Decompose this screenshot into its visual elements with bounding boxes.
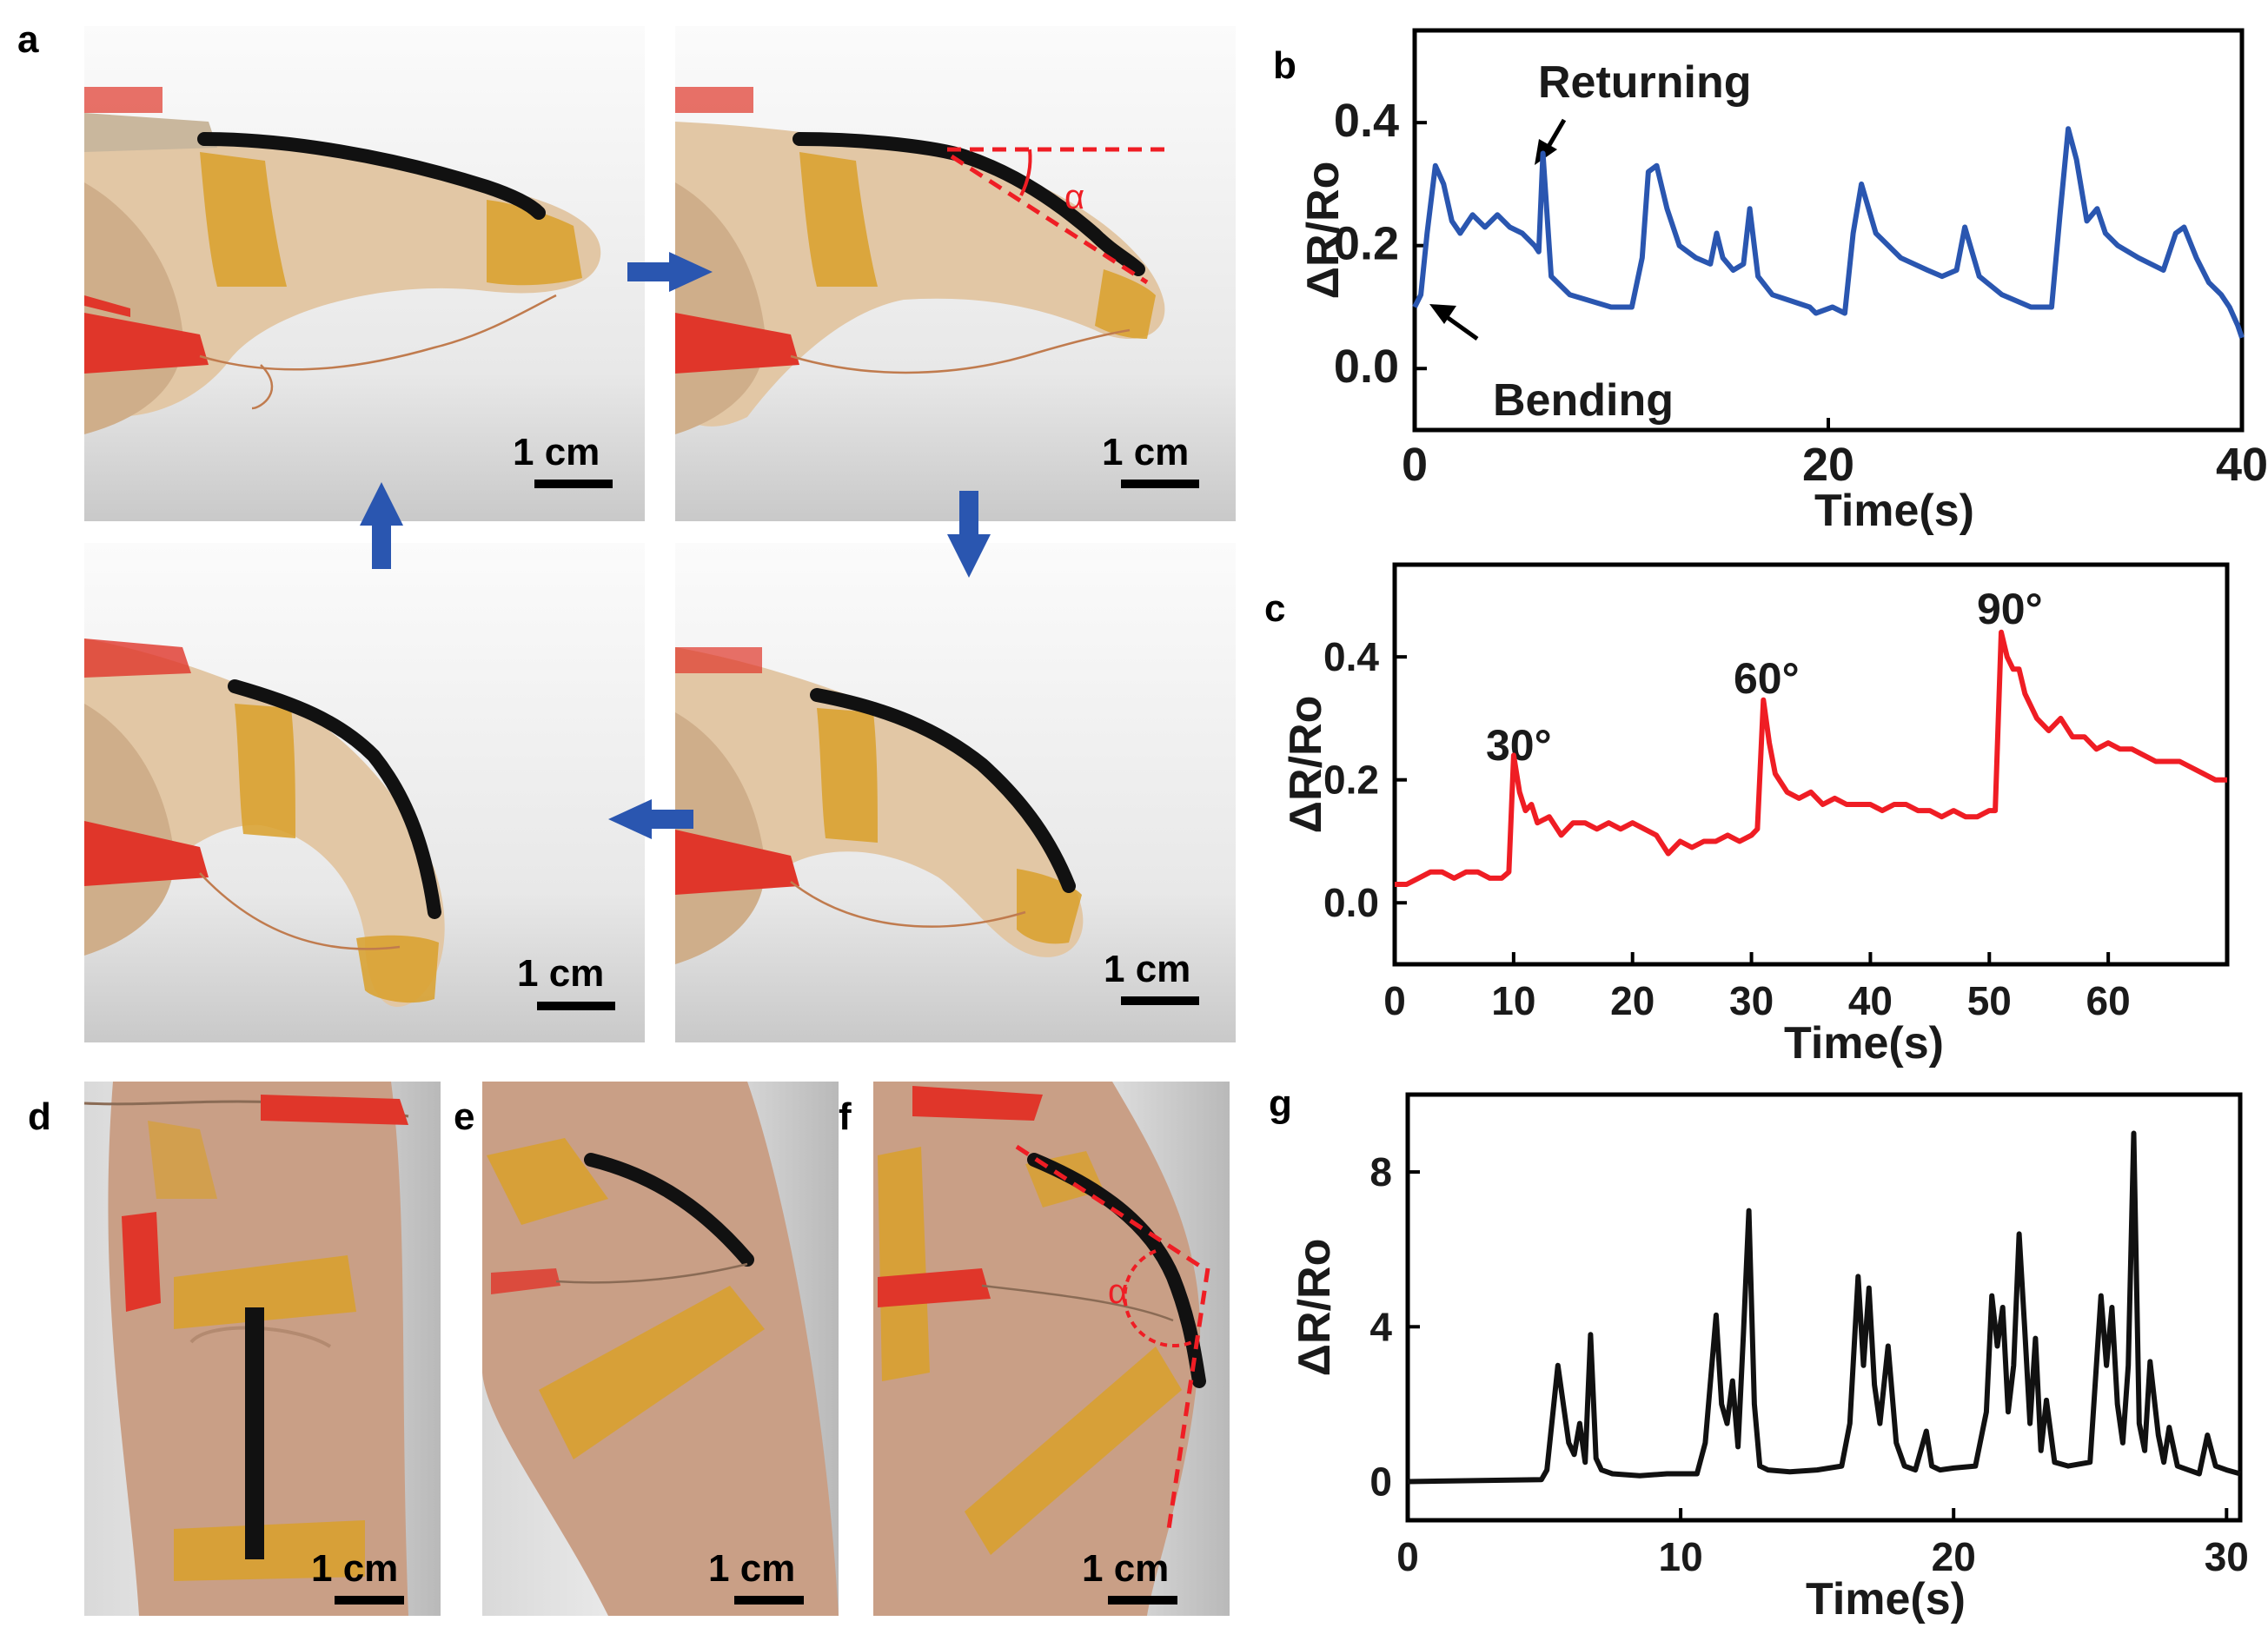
- panel-letter-c: c: [1264, 587, 1285, 630]
- scale-bar-a3: 1 cm: [517, 952, 615, 1010]
- chart-b-ytick-label: 0.2: [1334, 218, 1399, 270]
- chart-b-annotation-returning: Returning: [1538, 57, 1752, 108]
- chart-c-ytick-label: 0.2: [1323, 758, 1379, 803]
- panel-letter-g: g: [1269, 1082, 1292, 1125]
- chart-c-ytick-label: 0.4: [1323, 634, 1379, 679]
- chart-c-xtick-label: 60: [2086, 978, 2131, 1023]
- chart-b-xtick-label: 0: [1402, 439, 1428, 491]
- chart-g-ytick-label: 0: [1369, 1459, 1392, 1504]
- chart-c-series-line: [1395, 629, 2227, 887]
- scale-bar-f: 1 cm: [1082, 1547, 1177, 1605]
- chart-c-xtick-label: 40: [1848, 978, 1893, 1023]
- photo-a-bent-small: α: [675, 26, 1236, 521]
- svg-text:1 cm: 1 cm: [1102, 431, 1189, 473]
- chart-c-xtick-label: 20: [1610, 978, 1655, 1023]
- chart-c-xtick-label: 10: [1491, 978, 1535, 1023]
- chart-g-xtick-label: 10: [1659, 1534, 1703, 1579]
- chart-b-annotation-bending: Bending: [1493, 375, 1674, 426]
- chart-c-xtick-label: 0: [1383, 978, 1406, 1023]
- panel-letter-d: d: [28, 1095, 51, 1138]
- chart-c-xlabel: Time(s): [1784, 1018, 1944, 1069]
- chart-b-xtick-label: 20: [1802, 439, 1854, 491]
- chart-c-annotation-60: 60°: [1734, 654, 1800, 703]
- chart-g-xlabel: Time(s): [1806, 1574, 1966, 1624]
- scale-bar-a2: 1 cm: [1102, 431, 1199, 488]
- panel-letter-e: e: [454, 1095, 474, 1138]
- svg-text:1 cm: 1 cm: [517, 952, 604, 995]
- photo-f: α: [873, 1082, 1230, 1616]
- arrow-right-icon: [627, 252, 713, 292]
- chart-c-ylabel: ΔR/Ro: [1281, 696, 1331, 834]
- chart-c: c 30° 60° 90° 0 10 20 30 40 50 60 0.0 0.2 0.4 Time…: [1264, 562, 2230, 1069]
- chart-c-annotation-30: 30°: [1486, 721, 1552, 770]
- annotation-arrow-returning: [1535, 118, 1567, 165]
- chart-c-xtick-label: 50: [1967, 978, 2012, 1023]
- photo-e: [482, 1082, 839, 1616]
- chart-c-ytick-label: 0.0: [1323, 880, 1379, 925]
- chart-b-ylabel: ΔR/Ro: [1298, 162, 1349, 300]
- svg-text:1 cm: 1 cm: [708, 1547, 795, 1590]
- scale-bar-e: 1 cm: [708, 1547, 804, 1605]
- chart-g: g 0 10 20 30 0 4 8 Time(s) ΔR/Ro: [1269, 1082, 2249, 1624]
- chart-c-xtick-label: 30: [1729, 978, 1774, 1023]
- arrow-down-icon: [947, 491, 991, 578]
- arrow-left-icon: [608, 799, 693, 839]
- chart-g-ytick-label: 8: [1369, 1149, 1392, 1194]
- photo-a-bent-medium: [675, 543, 1236, 1042]
- scale-bar-d: 1 cm: [311, 1547, 404, 1605]
- chart-b-xtick-label: 40: [2216, 439, 2268, 491]
- chart-b-xlabel: Time(s): [1814, 486, 1974, 536]
- scale-bar-a1: 1 cm: [513, 431, 613, 488]
- photo-a-angle-label: α: [1064, 178, 1084, 216]
- photo-d: [83, 1082, 441, 1616]
- annotation-arrow-bending: [1429, 304, 1479, 341]
- chart-g-frame: [1405, 1092, 2243, 1523]
- chart-g-ylabel: ΔR/Ro: [1290, 1239, 1340, 1377]
- chart-b: b Returning Bending 0 20 40 0.0 0.2 0.4 Time(s…: [1273, 28, 2268, 536]
- svg-text:1 cm: 1 cm: [311, 1547, 398, 1590]
- chart-b-ytick-label: 0.0: [1334, 341, 1399, 393]
- chart-g-ytick-label: 4: [1369, 1304, 1392, 1349]
- panel-letter-f: f: [839, 1095, 852, 1138]
- arrow-up-icon: [360, 482, 403, 569]
- chart-g-xtick-label: 0: [1396, 1534, 1419, 1579]
- panel-letter-a: a: [17, 18, 39, 61]
- panel-letter-b: b: [1273, 44, 1296, 87]
- chart-b-ytick-label: 0.4: [1334, 95, 1399, 147]
- svg-text:1 cm: 1 cm: [1104, 948, 1190, 990]
- svg-text:1 cm: 1 cm: [1082, 1547, 1169, 1590]
- photo-f-angle-label: α: [1108, 1273, 1128, 1311]
- chart-g-xtick-label: 20: [1932, 1534, 1976, 1579]
- chart-g-xtick-label: 30: [2205, 1534, 2249, 1579]
- chart-c-frame: [1392, 562, 2230, 967]
- scale-bar-a4: 1 cm: [1104, 948, 1199, 1005]
- svg-text:1 cm: 1 cm: [513, 431, 600, 473]
- chart-b-series-line: [1412, 126, 2245, 339]
- chart-c-annotation-90: 90°: [1977, 585, 2043, 633]
- photo-a-bent-strong: [84, 543, 645, 1042]
- photo-a-straight: [84, 26, 645, 521]
- chart-g-series-line: [1407, 1130, 2241, 1485]
